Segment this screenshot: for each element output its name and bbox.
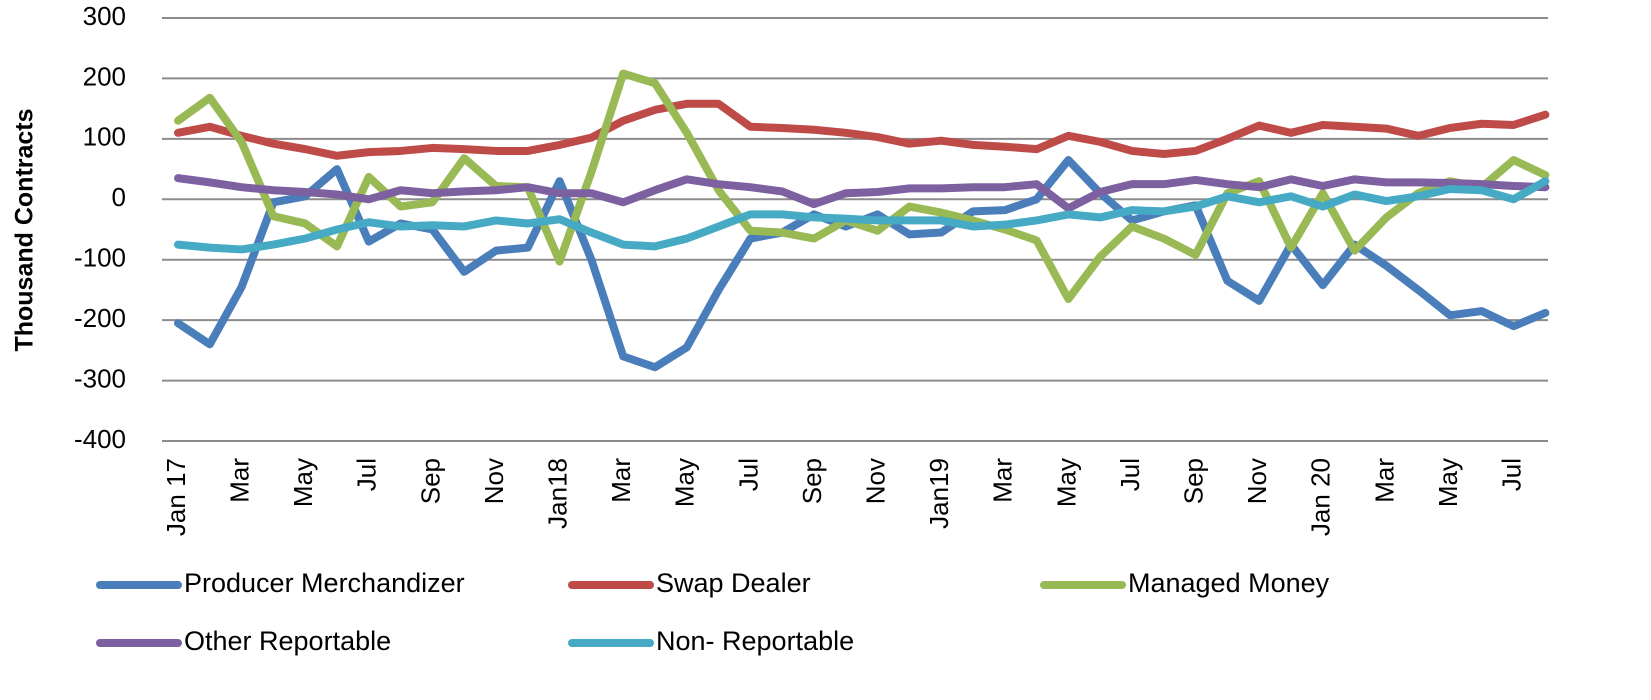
x-tick-label: Jan19 (924, 458, 954, 529)
y-tick-label: 100 (83, 122, 126, 152)
legend-label: Non- Reportable (656, 626, 854, 656)
x-tick-label: Jul (1496, 458, 1526, 491)
series-line (174, 174, 1550, 213)
x-tick-label: Nov (479, 458, 509, 504)
x-tick-label: Nov (860, 458, 890, 504)
x-tick-label: May (670, 458, 700, 507)
x-tick-label: May (1433, 458, 1463, 507)
x-tick-label: Jul (1115, 458, 1145, 491)
y-tick-label: 200 (83, 61, 126, 91)
x-tick-label: Nov (1242, 458, 1272, 504)
y-tick-label: -300 (74, 363, 126, 393)
x-tick-label: May (1051, 458, 1081, 507)
series-line (174, 99, 1550, 160)
x-tick-label: Sep (1178, 458, 1208, 504)
legend-label: Producer Merchandizer (184, 568, 465, 598)
y-tick-label: 300 (83, 1, 126, 31)
y-tick-label: -100 (74, 243, 126, 273)
x-tick-label: Sep (797, 458, 827, 504)
x-tick-label: Sep (415, 458, 445, 504)
x-tick-label: Jan18 (542, 458, 572, 529)
x-tick-label: Mar (988, 458, 1018, 503)
x-tick-label: Jul (733, 458, 763, 491)
x-tick-label: Jan 20 (1306, 458, 1336, 536)
legend-label: Other Reportable (184, 626, 391, 656)
x-tick-label: Mar (1369, 458, 1399, 503)
y-tick-label: -400 (74, 424, 126, 454)
series-line (174, 177, 1550, 254)
x-tick-label: Mar (224, 458, 254, 503)
legend-label: Managed Money (1128, 568, 1330, 598)
y-tick-label: -200 (74, 303, 126, 333)
x-tick-label: May (288, 458, 318, 507)
x-tick-label: Jan 17 (161, 458, 191, 536)
legend-label: Swap Dealer (656, 568, 811, 598)
x-tick-label: Jul (352, 458, 382, 491)
x-tick-label: Mar (606, 458, 636, 503)
y-axis-title: Thousand Contracts (11, 108, 39, 351)
y-tick-label: 0 (112, 182, 126, 212)
